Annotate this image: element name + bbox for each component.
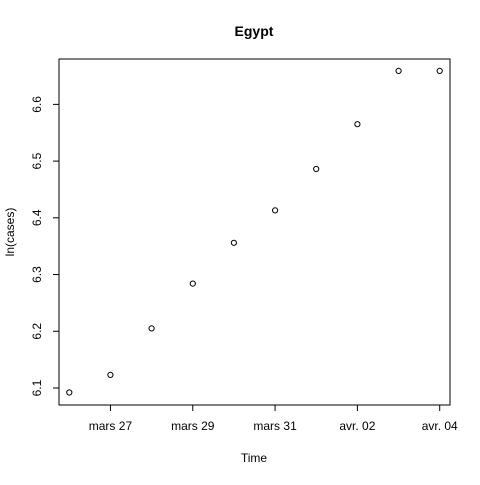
data-point (395, 67, 402, 75)
x-axis-label: Time (241, 451, 268, 465)
data-point (272, 207, 279, 214)
data-point (148, 325, 155, 332)
y-tick-label: 6.1 (30, 379, 44, 396)
y-axis-label: ln(cases) (3, 208, 17, 257)
data-points (66, 67, 443, 396)
data-point (66, 389, 73, 396)
data-point (107, 371, 114, 378)
y-tick-label: 6.3 (30, 266, 44, 283)
x-tick-label: mars 27 (89, 419, 133, 433)
data-point (436, 67, 443, 75)
x-tick-label: mars 29 (171, 419, 215, 433)
y-tick-label: 6.5 (30, 152, 44, 169)
y-tick-label: 6.6 (30, 96, 44, 113)
y-tick-label: 6.4 (30, 209, 44, 226)
data-point (354, 121, 361, 128)
data-point (313, 165, 320, 173)
x-tick-label: avr. 04 (422, 419, 458, 433)
data-point (230, 239, 237, 246)
x-axis: mars 27 mars 29 mars 31 avr. 02 avr. 04 (89, 404, 458, 433)
x-tick-label: mars 31 (253, 419, 297, 433)
chart-title: Egypt (235, 23, 274, 39)
data-point (189, 280, 196, 287)
plot-box (58, 58, 451, 406)
y-axis: 6.1 6.2 6.3 6.4 6.5 6.6 (30, 96, 60, 396)
y-tick-label: 6.2 (30, 323, 44, 340)
x-tick-label: avr. 02 (339, 419, 375, 433)
